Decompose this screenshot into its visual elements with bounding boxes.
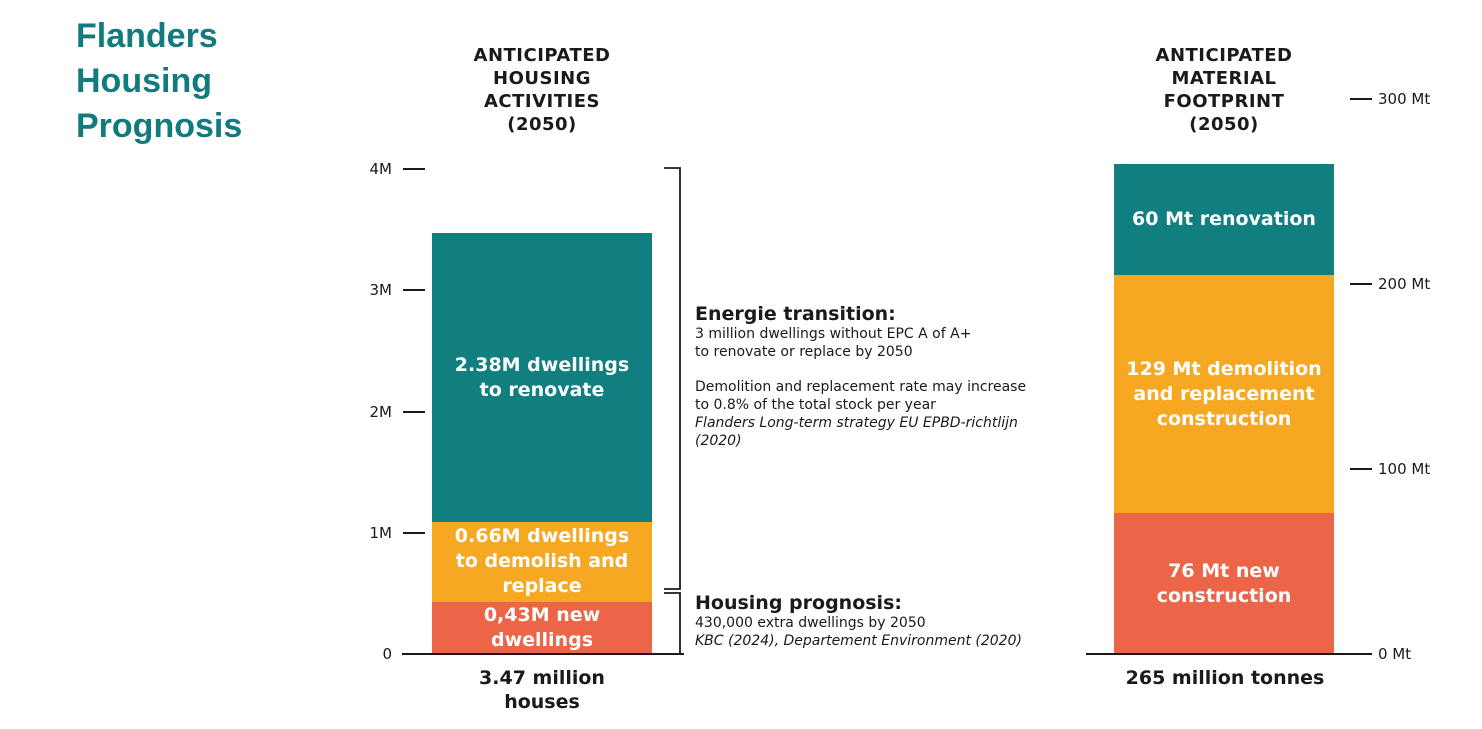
right-bar-segment-2: 60 Mt renovation (1114, 163, 1334, 275)
left-segment-label-1-line-0: 0.66M dwellings (454, 525, 630, 548)
left-tick-label-2: 2M (369, 402, 393, 421)
energy-bracket (664, 167, 681, 590)
left-bar-segment-1: 0.66M dwellings to demolish and replace (432, 521, 652, 602)
right-title-line-2: MATERIAL (1171, 68, 1277, 89)
right-segment-label-1-line-0: 129 Mt demolition (1126, 357, 1322, 380)
right-segment-label-2-line-0: 60 Mt renovation (1132, 207, 1316, 230)
right-segment-label-2: 60 Mt renovation (1132, 207, 1316, 232)
left-tick-label-3: 3M (369, 281, 393, 300)
right-segment-label-1: 129 Mt demolition and replacement construc… (1126, 357, 1321, 432)
right-total: 265 million tonnes (1100, 666, 1350, 690)
left-segment-label-2-line-0: 2.38M dwellings (454, 353, 630, 376)
title-line-2: Housing (76, 62, 212, 100)
left-segment-label-2: 2.38M dwellings to renovate (455, 353, 629, 403)
left-title-line-1: ANTICIPATED (473, 45, 611, 66)
right-segment-label-0-line-1: construction (1156, 584, 1292, 607)
left-baseline (402, 653, 684, 655)
right-tick-line-2 (1350, 283, 1372, 285)
left-bar-segment-0: 0,43M new dwellings (432, 601, 652, 654)
title-line-3: Prognosis (76, 107, 243, 145)
housing-annotation-source: KBC (2024), Departement Environment (202… (695, 633, 1022, 649)
left-total-line-1: 3.47 million (479, 667, 605, 689)
energy-annotation-line-2: to renovate or replace by 2050 (695, 344, 913, 360)
right-title-line-4: (2050) (1189, 114, 1259, 135)
left-segment-label-1-line-2: replace (502, 575, 582, 598)
left-segment-label-0: 0,43M new dwellings (484, 603, 600, 653)
annotation-brackets (664, 167, 681, 655)
housing-annotation-line-1: 430,000 extra dwellings by 2050 (695, 615, 926, 631)
left-tick-line-3 (403, 289, 425, 292)
left-tick-line-4 (403, 168, 425, 170)
left-total-line-2: houses (504, 691, 580, 713)
energy-annotation-source-2: (2020) (695, 433, 742, 449)
left-title-line-4: (2050) (507, 114, 577, 135)
right-chart-title: ANTICIPATED MATERIAL FOOTPRINT (2050) (1114, 44, 1334, 136)
right-bar-segment-1: 129 Mt demolition and replacement construc… (1114, 274, 1334, 514)
right-tick-label-0: 0 Mt (1378, 645, 1412, 663)
right-total-line-1: 265 million tonnes (1125, 667, 1325, 689)
energy-annotation-line-1: 3 million dwellings without EPC A of A+ (695, 326, 972, 342)
title-line-1: Flanders (76, 17, 218, 55)
right-tick-label-3: 300 Mt (1378, 90, 1431, 108)
left-tick-line-2 (403, 410, 425, 413)
energy-annotation-line-4: to 0.8% of the total stock per year (695, 397, 936, 413)
right-title-line-1: ANTICIPATED (1155, 45, 1293, 66)
right-segment-label-1-line-1: and replacement (1133, 382, 1315, 405)
housing-bracket (664, 592, 681, 655)
right-segment-label-0-line-0: 76 Mt new (1168, 559, 1280, 582)
left-segment-label-2-line-1: to renovate (479, 378, 605, 401)
left-tick-label-0: 0 (382, 645, 392, 663)
page-title: Flanders Housing Prognosis (76, 14, 276, 149)
energy-annotation-title: Energie transition: (695, 303, 896, 325)
right-tick-label-1: 100 Mt (1378, 460, 1431, 478)
left-title-line-3: ACTIVITIES (484, 91, 600, 112)
left-title-line-2: HOUSING (493, 68, 591, 89)
right-bar-segment-0: 76 Mt new construction (1114, 513, 1334, 654)
right-title-line-3: FOOTPRINT (1163, 91, 1285, 112)
energy-annotation-source-1: Flanders Long-term strategy EU EPBD-rich… (695, 415, 1018, 431)
left-chart-title: ANTICIPATED HOUSING ACTIVITIES (2050) (432, 44, 652, 136)
right-baseline (1086, 653, 1362, 655)
right-segment-label-0: 76 Mt new construction (1157, 559, 1292, 609)
right-tick-line-1 (1350, 468, 1372, 470)
right-tick-line-3 (1350, 98, 1372, 100)
left-segment-label-1: 0.66M dwellings to demolish and replace (455, 524, 629, 599)
left-total: 3.47 million houses (432, 666, 652, 714)
right-segment-label-1-line-2: construction (1156, 407, 1292, 430)
left-segment-label-0-line-1: dwellings (490, 628, 593, 651)
energy-annotation: Energie transition: 3 million dwellings … (695, 303, 1075, 450)
left-tick-label-1: 1M (369, 523, 393, 542)
left-bar-segment-2: 2.38M dwellings to renovate (432, 233, 652, 522)
left-segment-label-0-line-0: 0,43M new (483, 603, 601, 626)
energy-annotation-line-3: Demolition and replacement rate may incr… (695, 379, 1027, 395)
housing-annotation: Housing prognosis: 430,000 extra dwellin… (695, 592, 1075, 650)
left-tick-label-4: 4M (369, 160, 393, 178)
left-segment-label-1-line-1: to demolish and (455, 550, 629, 573)
housing-annotation-title: Housing prognosis: (695, 592, 902, 614)
right-tick-label-2: 200 Mt (1378, 275, 1431, 293)
left-tick-line-1 (403, 531, 425, 534)
